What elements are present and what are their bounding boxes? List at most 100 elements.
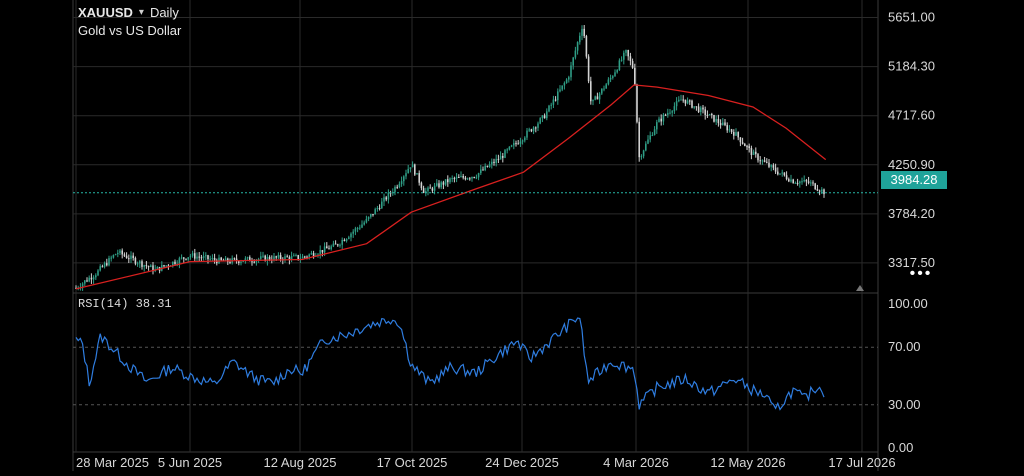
candle-body — [244, 258, 247, 262]
chevron-down-icon[interactable]: ▾ — [138, 7, 144, 18]
price-axis-tick-label: 3317.50 — [888, 255, 935, 270]
candle-body — [504, 150, 506, 158]
candle-body — [638, 121, 640, 158]
candle-body — [418, 173, 420, 183]
candle-body — [81, 283, 84, 288]
candle-body — [574, 50, 577, 58]
candle-body — [748, 146, 750, 148]
rsi-legend: RSI(14) 38.31 — [78, 297, 172, 311]
candle-body — [704, 109, 706, 115]
candle-body — [486, 165, 489, 167]
candle-body — [737, 132, 739, 138]
candle-body — [455, 177, 458, 179]
candle-body — [345, 238, 348, 242]
candle-body — [84, 280, 86, 284]
candle-body — [266, 256, 269, 261]
candle-body — [502, 155, 504, 158]
candle-body — [480, 169, 482, 174]
candle-body — [768, 162, 770, 167]
candle-body — [763, 160, 766, 162]
candle-body — [403, 176, 405, 182]
candle-body — [205, 255, 207, 257]
candle-body — [207, 255, 209, 260]
symbol-name[interactable]: XAUUSD — [78, 5, 133, 20]
candle-body — [299, 258, 302, 260]
candle-body — [293, 255, 295, 257]
candle-body — [519, 141, 522, 144]
timeframe-label[interactable]: Daily — [149, 5, 179, 20]
candle-body — [145, 265, 148, 267]
candle-body — [772, 165, 775, 168]
candle-body — [466, 178, 469, 180]
candle-body — [715, 118, 717, 122]
candle-body — [499, 155, 502, 160]
price-axis-tick-label: 3784.20 — [888, 206, 935, 221]
candle-body — [125, 255, 128, 259]
candle-body — [400, 181, 403, 184]
candle-body — [700, 107, 702, 113]
candle-body — [194, 253, 196, 259]
candle-body — [449, 178, 451, 183]
candle-body — [750, 147, 753, 155]
more-options-icon[interactable]: ••• — [909, 265, 933, 282]
time-axis-tick-label: 12 May 2026 — [710, 455, 785, 470]
candle-body — [568, 77, 570, 80]
candle-body — [671, 111, 673, 113]
candle-body — [385, 197, 387, 200]
candle-body — [372, 214, 374, 216]
time-axis-tick-label: 5 Jun 2025 — [158, 455, 222, 470]
candle-body — [572, 57, 574, 66]
moving-average-line — [75, 84, 827, 290]
candle-body — [453, 178, 456, 180]
candle-body — [708, 114, 711, 116]
candle-body — [585, 36, 588, 57]
candle-body — [363, 222, 365, 225]
candle-body — [414, 164, 416, 175]
candle-body — [220, 257, 222, 261]
candle-body — [396, 186, 398, 188]
candle-body — [697, 106, 700, 113]
candle-body — [713, 114, 715, 122]
candle-body — [645, 143, 647, 151]
candle-body — [526, 130, 528, 138]
candle-body — [227, 258, 229, 262]
candle-body — [711, 114, 713, 116]
candle-body — [312, 253, 315, 257]
candle-body — [783, 172, 786, 176]
candle-body — [405, 173, 407, 177]
candle-body — [394, 186, 396, 193]
candle-body — [790, 179, 792, 182]
candle-body — [88, 277, 90, 282]
candle-body — [451, 178, 453, 180]
candle-body — [801, 181, 803, 183]
candle-body — [614, 72, 616, 77]
candle-body — [746, 146, 748, 148]
candle-body — [535, 127, 537, 129]
time-axis-tick-label: 28 Mar 2025 — [76, 455, 149, 470]
candle-body — [202, 256, 205, 258]
candle-body — [612, 76, 614, 78]
candle-body — [482, 169, 484, 171]
price-axis-tick-label: 5651.00 — [888, 10, 935, 25]
symbol-header[interactable]: XAUUSD ▾ Daily — [78, 5, 179, 20]
symbol-description: Gold vs US Dollar — [78, 23, 182, 38]
candle-body — [257, 258, 260, 260]
candle-body — [141, 261, 143, 267]
candle-body — [99, 266, 101, 271]
candle-body — [200, 257, 203, 259]
time-axis-tick-label: 12 Aug 2025 — [263, 455, 336, 470]
candle-body — [147, 266, 150, 268]
candle-body — [376, 208, 379, 210]
rsi-line — [75, 317, 825, 411]
candle-body — [427, 187, 429, 192]
time-axis-tick-label: 17 Jul 2026 — [828, 455, 895, 470]
candle-body — [631, 61, 634, 68]
candle-body — [187, 257, 189, 260]
candle-body — [198, 256, 200, 258]
candle-body — [97, 270, 99, 276]
candle-body — [422, 188, 425, 193]
candle-body — [409, 167, 412, 169]
scroll-marker-icon — [856, 285, 864, 291]
candle-body — [616, 70, 618, 73]
candle-body — [766, 161, 768, 163]
